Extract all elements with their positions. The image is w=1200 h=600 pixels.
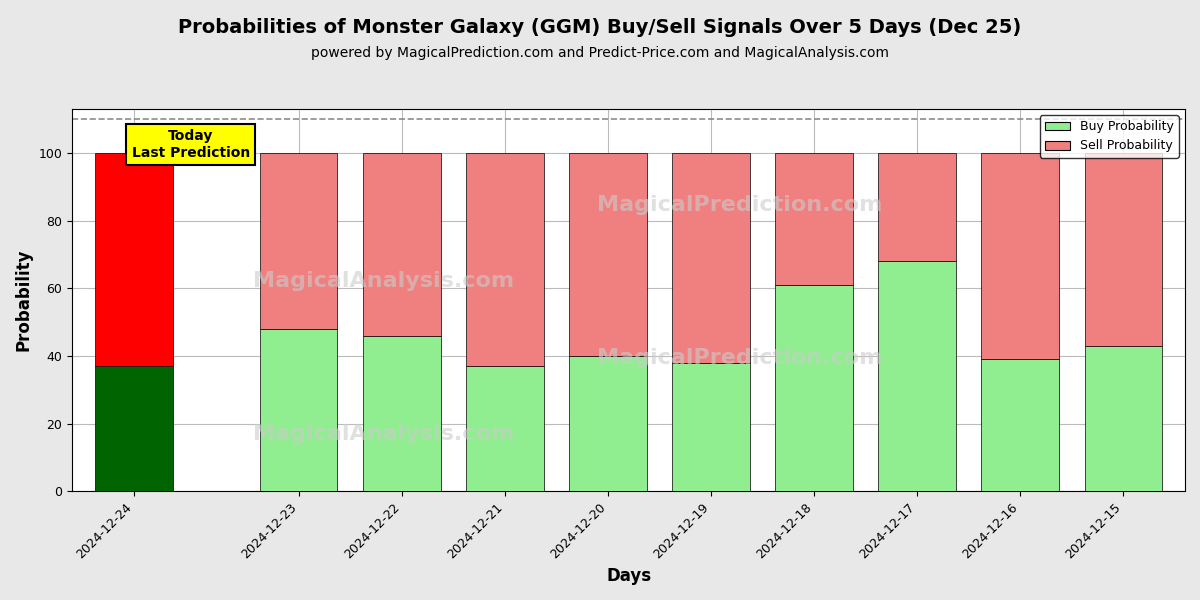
Bar <box>672 363 750 491</box>
Bar <box>1085 346 1162 491</box>
Text: MagicalAnalysis.com: MagicalAnalysis.com <box>253 271 515 291</box>
Legend: Buy Probability, Sell Probability: Buy Probability, Sell Probability <box>1040 115 1178 157</box>
Text: MagicalPrediction.com: MagicalPrediction.com <box>598 347 882 368</box>
X-axis label: Days: Days <box>606 567 652 585</box>
Bar <box>467 153 544 366</box>
Text: Probabilities of Monster Galaxy (GGM) Buy/Sell Signals Over 5 Days (Dec 25): Probabilities of Monster Galaxy (GGM) Bu… <box>179 18 1021 37</box>
Bar <box>260 329 337 491</box>
Bar <box>878 261 955 491</box>
Bar <box>260 153 337 329</box>
Text: MagicalPrediction.com: MagicalPrediction.com <box>598 194 882 215</box>
Bar <box>775 153 853 285</box>
Bar <box>467 366 544 491</box>
Bar <box>1085 153 1162 346</box>
Bar <box>982 153 1058 359</box>
Bar <box>878 153 955 261</box>
Bar <box>569 153 647 356</box>
Text: powered by MagicalPrediction.com and Predict-Price.com and MagicalAnalysis.com: powered by MagicalPrediction.com and Pre… <box>311 46 889 60</box>
Bar <box>95 366 173 491</box>
Bar <box>775 285 853 491</box>
Y-axis label: Probability: Probability <box>16 249 34 352</box>
Text: MagicalAnalysis.com: MagicalAnalysis.com <box>253 424 515 444</box>
Bar <box>95 153 173 366</box>
Text: Today
Last Prediction: Today Last Prediction <box>132 130 250 160</box>
Bar <box>982 359 1058 491</box>
Bar <box>364 336 440 491</box>
Bar <box>672 153 750 363</box>
Bar <box>569 356 647 491</box>
Bar <box>364 153 440 336</box>
